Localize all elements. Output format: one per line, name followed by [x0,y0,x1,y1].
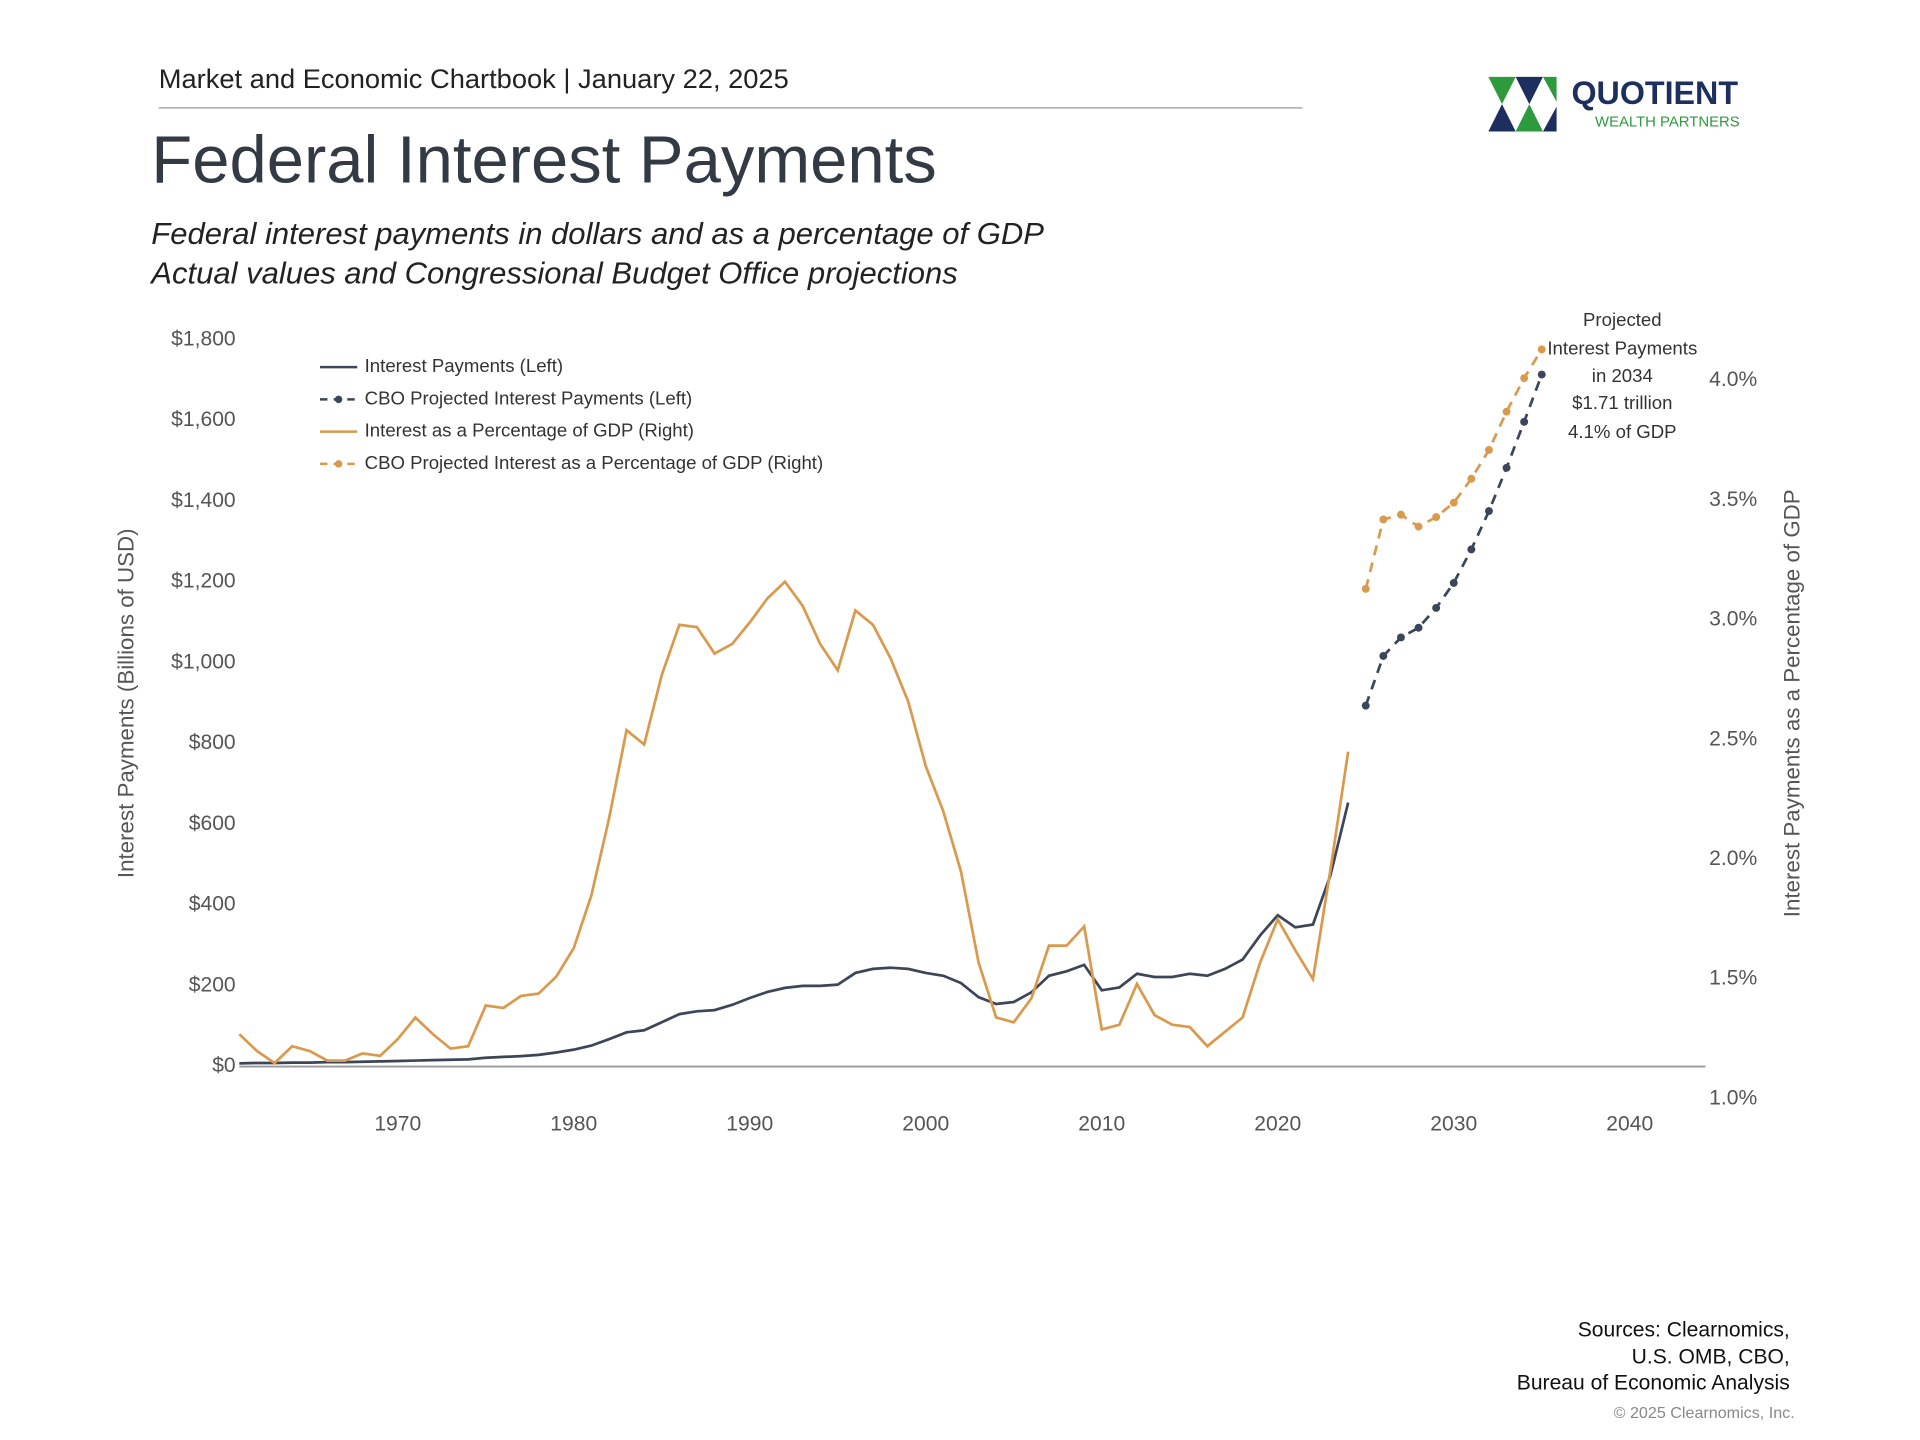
series-marker [1537,370,1546,379]
legend-label: Interest Payments (Left) [365,355,563,376]
header: Market and Economic Chartbook | January … [159,63,789,94]
series-marker [1484,507,1493,516]
footer: Sources: Clearnomics, U.S. OMB, CBO, Bur… [1517,1318,1795,1422]
series-marker [1520,417,1529,426]
annotation-line: Interest Payments [1547,338,1697,359]
series-line [1364,374,1544,707]
y-tick-label: $1,400 [171,489,235,512]
sources: U.S. OMB, CBO, [1632,1346,1790,1369]
y-tick-label: $1,200 [171,570,235,593]
y-tick-label: $1,000 [171,650,235,673]
legend-label: Interest as a Percentage of GDP (Right) [365,420,694,441]
y-tick-label: $600 [189,812,236,835]
logo-shape [1542,106,1557,132]
series-marker [1537,345,1546,354]
x-tick-label: 1970 [374,1113,421,1136]
series-marker [1396,633,1405,642]
annotation-line: 4.1% of GDP [1568,421,1677,442]
x-tick-label: 2030 [1430,1113,1477,1136]
series-marker [1467,474,1476,483]
series-line [238,579,1350,1065]
series-marker [1414,623,1423,632]
logo: QUOTIENT WEALTH PARTNERS [1488,75,1740,132]
series-marker [1449,578,1458,587]
logo-shape [1542,76,1557,102]
series-marker [1520,374,1529,383]
y2-tick-label: 4.0% [1709,368,1757,391]
y2-tick-label: 1.5% [1709,967,1757,990]
x-tick-label: 2040 [1606,1113,1653,1136]
annotation: Projected Interest Payments in 2034 $1.7… [1547,309,1697,442]
y2-tick-label: 1.0% [1709,1086,1757,1109]
logo-tagline: WEALTH PARTNERS [1595,115,1740,131]
series-marker [1467,545,1476,554]
logo-name: QUOTIENT [1571,75,1738,111]
series-marker [1379,652,1388,660]
y-axis-label: Interest Payments (Billions of USD) [114,528,139,878]
series-marker [1484,446,1493,454]
annotation-line: Projected [1583,309,1662,330]
y2-tick-label: 3.5% [1709,488,1757,511]
logo-shape [1515,76,1543,105]
y2-axis-label: Interest Payments as a Percentage of GDP [1779,489,1804,917]
chart-subtitle: Actual values and Congressional Budget O… [149,256,957,291]
legend-marker [334,460,343,468]
sources: Bureau of Economic Analysis [1517,1372,1790,1395]
x-tick-label: 2000 [902,1113,949,1136]
chart-title: Federal Interest Payments [151,123,936,198]
copyright: © 2025 Clearnomics, Inc. [1614,1404,1795,1422]
series-marker [1432,513,1441,522]
series-marker [1379,515,1388,524]
y2-tick-label: 2.5% [1709,727,1757,750]
x-tick-label: 1990 [726,1113,773,1136]
series-marker [1502,463,1511,472]
series-marker [1361,584,1370,593]
y-tick-label: $1,800 [171,327,235,350]
chart-subtitle: Federal interest payments in dollars and… [151,216,1044,251]
x-tick-label: 2020 [1254,1113,1301,1136]
annotation-line: in 2034 [1592,365,1653,386]
series-line [1364,348,1543,590]
y-tick-label: $400 [189,893,236,916]
y-tick-label: $1,600 [171,408,235,431]
legend-label: CBO Projected Interest as a Percentage o… [365,452,824,473]
logo-shape [1488,76,1516,105]
y-tick-label: $800 [189,731,236,754]
legend-label: CBO Projected Interest Payments (Left) [365,387,693,408]
y-tick-label: $0 [212,1054,235,1077]
series-marker [1361,701,1370,710]
x-tick-label: 2010 [1078,1113,1125,1136]
series-marker [1502,407,1511,416]
sources: Sources: Clearnomics, [1578,1318,1790,1341]
annotation-line: $1.71 trillion [1572,392,1672,413]
y2-tick-label: 3.0% [1709,608,1757,631]
series-marker [1396,510,1405,519]
legend-marker [334,395,343,404]
y2-tick-label: 2.0% [1709,847,1757,870]
series-marker [1414,522,1423,531]
logo-shape [1515,104,1543,132]
x-tick-label: 1980 [550,1113,597,1136]
series-marker [1432,603,1441,612]
y-tick-label: $200 [189,973,236,996]
series-line [239,802,1350,1065]
logo-shape [1488,104,1516,132]
series-marker [1449,498,1458,507]
